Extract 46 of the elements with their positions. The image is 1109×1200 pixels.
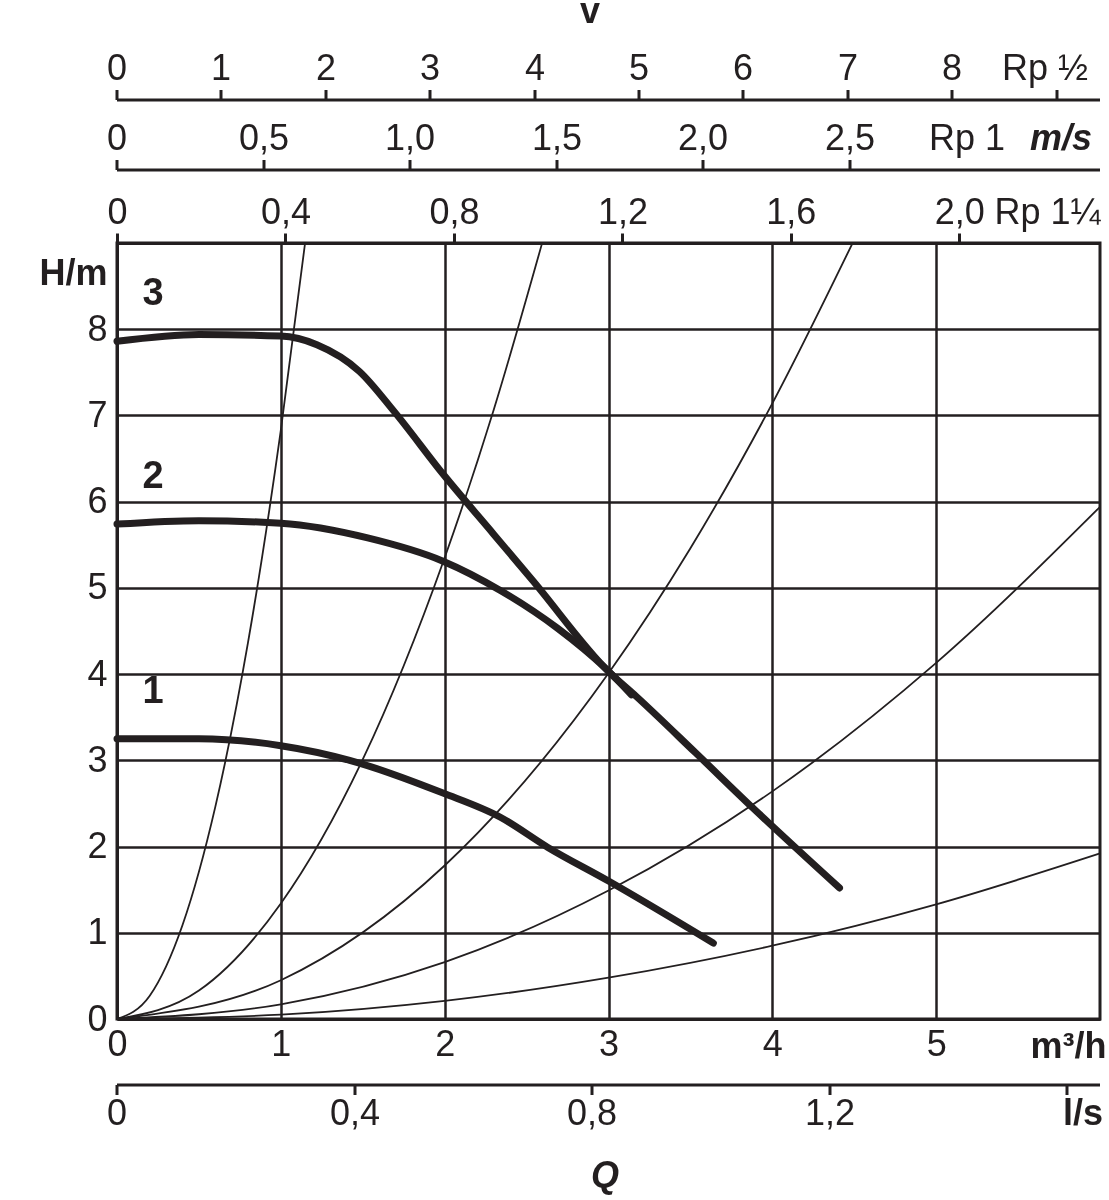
- text: 1,5: [531, 117, 583, 158]
- y-tick-label: 4: [87, 652, 108, 694]
- y-tick-label: 6: [87, 480, 108, 522]
- series-label: 1: [142, 668, 164, 711]
- text: l/s: [1062, 1092, 1104, 1133]
- text: 4: [524, 47, 546, 88]
- x2-tick-label: 0,8: [429, 190, 480, 232]
- text: 6: [732, 47, 754, 88]
- x2-tick-label: 1,6: [766, 190, 817, 232]
- text: v: [579, 0, 601, 31]
- text: 3: [419, 47, 441, 88]
- y-tick-label: 1: [87, 911, 108, 953]
- y-tick-label: 3: [87, 738, 108, 780]
- y-tick-label: 8: [87, 307, 108, 349]
- text: Rp ½: [1001, 47, 1089, 88]
- x-tick-label: 5: [926, 1022, 947, 1064]
- x-tick-label: 3: [598, 1022, 620, 1064]
- x-tick-label: 1: [271, 1022, 292, 1064]
- text: 2,5: [824, 117, 876, 158]
- text: 7: [837, 47, 859, 88]
- x-axis-title: m³/h: [1030, 1024, 1107, 1066]
- text: m/s: [1029, 117, 1093, 158]
- series-label: 2: [142, 454, 164, 497]
- text: 5: [628, 47, 650, 88]
- text: 2,0: [677, 117, 729, 158]
- x2-tick-label: 1,2: [597, 190, 648, 232]
- text: 2: [315, 47, 337, 88]
- x2-axis-title: Rp 1¼: [994, 190, 1102, 232]
- series-label: 3: [142, 271, 164, 314]
- y-axis-title: H/m: [39, 251, 108, 293]
- text: 1: [210, 47, 232, 88]
- text: 1,0: [384, 117, 436, 158]
- text: 1,2: [804, 1092, 856, 1133]
- x-tick-label: 4: [762, 1022, 783, 1064]
- text: 0,4: [329, 1092, 381, 1133]
- text: 8: [941, 47, 963, 88]
- x2-tick-label: 2,0: [934, 190, 985, 232]
- text: 0,8: [566, 1092, 618, 1133]
- x-tick-label: 2: [435, 1022, 456, 1064]
- text: Q: [590, 1154, 620, 1195]
- x2-tick-label: 0,4: [260, 190, 311, 232]
- y-tick-label: 2: [87, 825, 108, 867]
- text: 0,5: [238, 117, 290, 158]
- y-tick-label: 7: [87, 393, 108, 435]
- y-tick-label: 5: [87, 566, 108, 608]
- text: Rp 1: [928, 117, 1006, 158]
